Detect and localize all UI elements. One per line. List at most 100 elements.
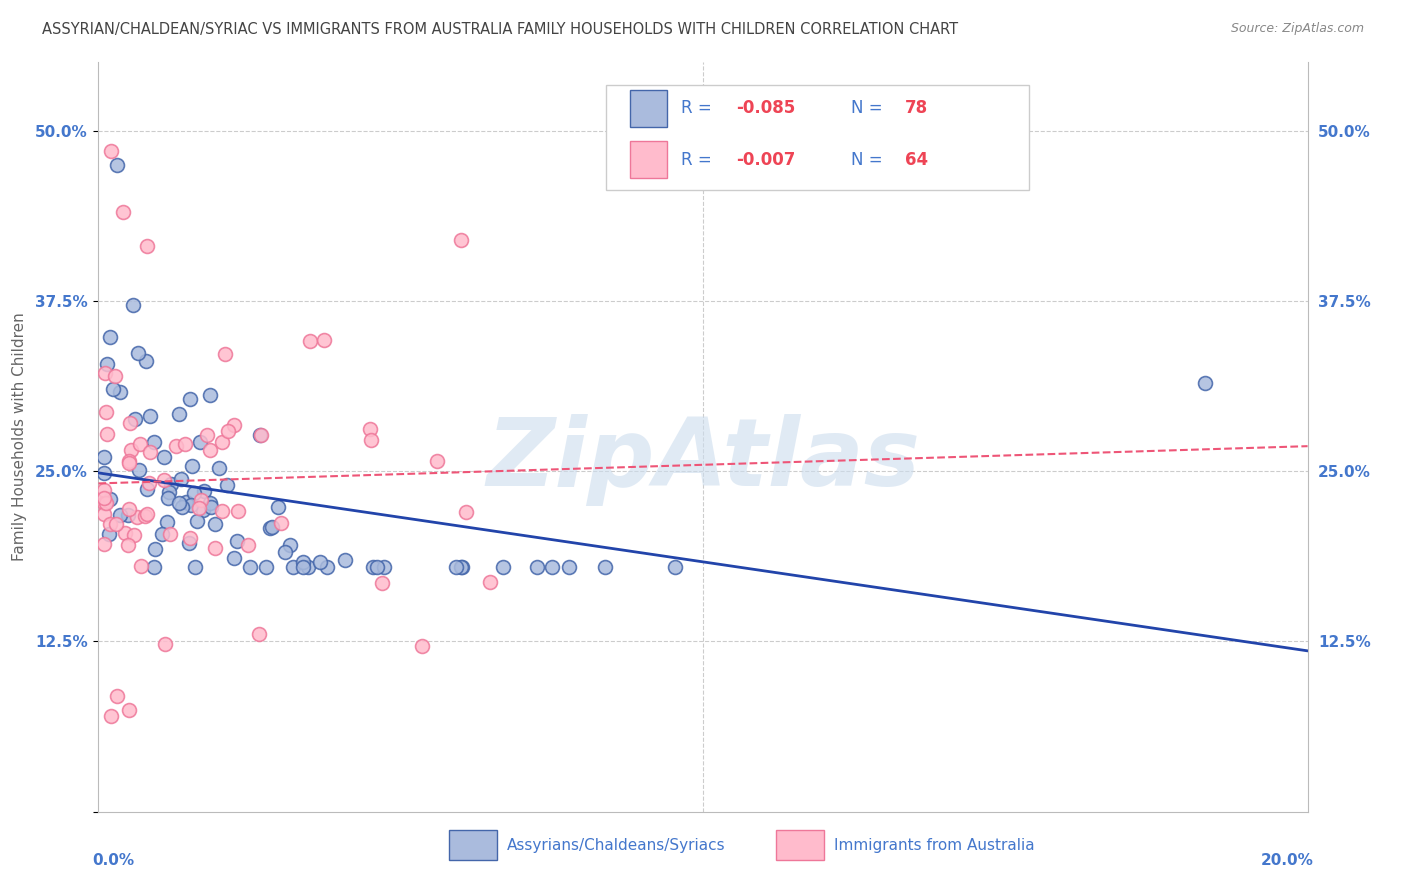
Point bbox=[211, 504, 233, 518]
Point bbox=[211, 435, 233, 450]
Point bbox=[270, 516, 292, 530]
FancyBboxPatch shape bbox=[449, 830, 498, 861]
FancyBboxPatch shape bbox=[776, 830, 824, 861]
Text: R =: R = bbox=[682, 151, 717, 169]
Point bbox=[156, 516, 179, 530]
Point bbox=[94, 405, 117, 419]
Point bbox=[191, 503, 214, 517]
Point bbox=[100, 491, 122, 506]
Text: R =: R = bbox=[682, 99, 717, 117]
Point bbox=[299, 334, 322, 349]
Point bbox=[373, 559, 395, 574]
Point bbox=[280, 538, 302, 552]
Point bbox=[198, 442, 221, 457]
Point bbox=[308, 555, 330, 569]
Point bbox=[215, 478, 238, 492]
Point bbox=[153, 473, 176, 487]
Point bbox=[118, 501, 141, 516]
Point bbox=[150, 527, 173, 541]
Point bbox=[94, 366, 117, 380]
Point bbox=[153, 450, 176, 465]
Point bbox=[254, 559, 277, 574]
Point bbox=[120, 416, 142, 430]
Point bbox=[180, 499, 202, 513]
Point bbox=[100, 144, 122, 158]
Point bbox=[426, 454, 449, 468]
Point bbox=[195, 428, 218, 442]
Point bbox=[93, 450, 115, 465]
Point bbox=[93, 466, 115, 480]
Point bbox=[593, 559, 616, 574]
Point bbox=[411, 640, 433, 654]
Point bbox=[450, 233, 472, 247]
Point bbox=[120, 442, 142, 457]
Point bbox=[188, 501, 211, 516]
Point bbox=[153, 637, 176, 651]
Point bbox=[138, 475, 160, 490]
FancyBboxPatch shape bbox=[630, 89, 666, 127]
Point bbox=[170, 472, 193, 486]
Y-axis label: Family Households with Children: Family Households with Children bbox=[11, 313, 27, 561]
Point bbox=[118, 454, 141, 468]
Point bbox=[94, 496, 117, 510]
Point bbox=[249, 626, 271, 640]
Point bbox=[108, 384, 131, 399]
Point bbox=[250, 427, 273, 442]
Point bbox=[297, 559, 319, 574]
Point bbox=[105, 689, 128, 703]
Point bbox=[312, 333, 335, 347]
Point bbox=[96, 426, 118, 441]
Point bbox=[260, 520, 283, 534]
Point bbox=[117, 538, 139, 552]
Point bbox=[226, 534, 249, 549]
Point bbox=[169, 495, 191, 509]
Point bbox=[108, 508, 131, 522]
Point bbox=[291, 555, 314, 569]
Point bbox=[143, 435, 166, 450]
Text: 0.0%: 0.0% bbox=[93, 853, 135, 868]
Point bbox=[117, 508, 139, 523]
Point bbox=[181, 458, 204, 473]
Point bbox=[118, 456, 141, 470]
Point bbox=[363, 559, 385, 574]
Point bbox=[179, 392, 201, 406]
Point bbox=[93, 491, 115, 505]
Text: Immigrants from Australia: Immigrants from Australia bbox=[834, 838, 1035, 853]
Point bbox=[274, 545, 297, 559]
Point bbox=[239, 559, 262, 574]
Point bbox=[129, 436, 152, 450]
Point bbox=[139, 445, 162, 459]
Point bbox=[111, 205, 134, 219]
Point bbox=[333, 553, 356, 567]
Point bbox=[128, 463, 150, 477]
Point bbox=[93, 537, 115, 551]
Point bbox=[540, 559, 562, 574]
Point bbox=[122, 298, 145, 312]
Point bbox=[186, 514, 208, 528]
Point bbox=[557, 559, 579, 574]
Point bbox=[259, 521, 281, 535]
Point bbox=[139, 409, 162, 423]
Text: Source: ZipAtlas.com: Source: ZipAtlas.com bbox=[1230, 22, 1364, 36]
Point bbox=[172, 500, 194, 515]
Point bbox=[124, 412, 146, 426]
Point bbox=[207, 460, 229, 475]
Point bbox=[93, 483, 115, 497]
Point bbox=[492, 559, 515, 574]
Point bbox=[174, 437, 197, 451]
Point bbox=[103, 368, 125, 383]
Point bbox=[136, 482, 159, 496]
Point bbox=[267, 500, 290, 514]
Point bbox=[105, 517, 128, 532]
Point bbox=[165, 439, 187, 453]
Point bbox=[204, 541, 226, 555]
Point bbox=[97, 526, 120, 541]
Point bbox=[204, 516, 226, 531]
Point bbox=[193, 483, 215, 498]
Point bbox=[316, 559, 339, 574]
Point bbox=[118, 702, 141, 716]
Point bbox=[101, 382, 124, 396]
Point bbox=[159, 527, 181, 541]
FancyBboxPatch shape bbox=[630, 141, 666, 178]
Point bbox=[135, 353, 157, 368]
